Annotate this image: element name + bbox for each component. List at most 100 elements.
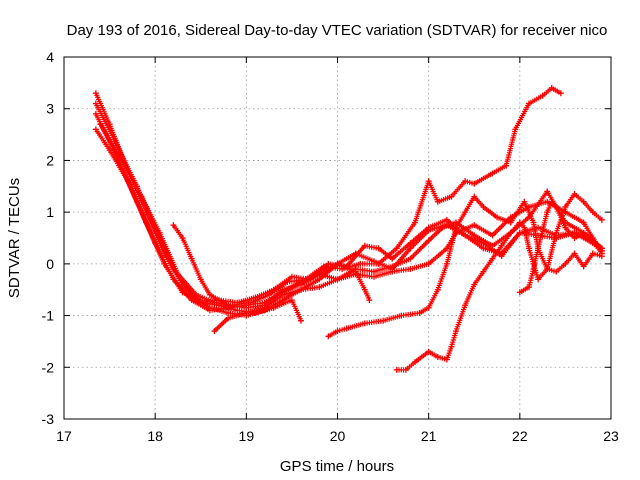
data-point: [138, 193, 145, 200]
data-point: [211, 328, 218, 335]
data-point: [507, 219, 514, 226]
data-point: [352, 268, 359, 275]
data-point: [448, 193, 455, 200]
data-point: [343, 325, 350, 332]
series-2: [92, 100, 605, 319]
data-point: [598, 216, 605, 223]
data-point: [179, 289, 186, 296]
data-point: [279, 297, 286, 304]
data-point: [97, 121, 104, 128]
data-point: [544, 188, 551, 195]
data-point: [92, 100, 99, 107]
data-point: [443, 356, 450, 363]
data-point: [521, 224, 528, 231]
data-point: [598, 253, 605, 260]
data-point: [411, 219, 418, 226]
data-point: [489, 232, 496, 239]
data-point: [316, 284, 323, 291]
data-point: [370, 273, 377, 280]
data-point: [434, 353, 441, 360]
data-point: [143, 219, 150, 226]
data-point: [453, 328, 460, 335]
data-point: [156, 229, 163, 236]
data-point: [425, 260, 432, 267]
data-point: [562, 203, 569, 210]
data-point: [407, 255, 414, 262]
data-point: [548, 198, 555, 205]
data-point: [453, 224, 460, 231]
y-axis-label: SDTVAR / TECUs: [6, 178, 23, 298]
data-point: [571, 235, 578, 241]
data-point: [370, 268, 377, 275]
data-point: [553, 268, 560, 275]
data-point: [516, 219, 523, 226]
data-point: [243, 304, 250, 311]
data-point: [334, 328, 341, 335]
data-point: [553, 229, 560, 236]
data-point: [407, 245, 414, 252]
data-point: [448, 343, 455, 350]
data-point: [389, 255, 396, 262]
data-point: [298, 281, 305, 288]
data-point: [92, 90, 99, 97]
data-point: [316, 271, 323, 278]
data-point: [370, 258, 377, 265]
series-6: [170, 222, 373, 311]
data-point: [434, 198, 441, 205]
data-point: [471, 281, 478, 288]
data-point: [525, 284, 532, 291]
data-point: [416, 309, 423, 316]
data-point: [366, 297, 373, 304]
data-point: [288, 297, 295, 304]
data-point: [544, 266, 551, 273]
data-point: [425, 348, 432, 355]
data-point: [389, 266, 396, 273]
data-point: [179, 235, 186, 241]
data-point: [535, 276, 542, 283]
data-point: [530, 266, 537, 273]
chart-title: Day 193 of 2016, Sidereal Day-to-day VTE…: [67, 22, 608, 39]
data-point: [589, 237, 596, 244]
data-point: [270, 286, 277, 293]
data-point: [525, 100, 532, 107]
data-point: [562, 224, 569, 231]
data-point: [521, 198, 528, 205]
data-point: [544, 209, 551, 216]
data-point: [443, 222, 450, 229]
data-point: [279, 291, 286, 298]
data-point: [535, 245, 542, 252]
series-10: [516, 198, 605, 296]
data-point: [197, 299, 204, 306]
y-tick-label: 3: [46, 101, 54, 117]
data-point: [325, 260, 332, 267]
data-point: [539, 92, 546, 99]
data-point: [316, 276, 323, 283]
data-point: [411, 359, 418, 366]
data-point: [361, 286, 368, 293]
data-point: [361, 242, 368, 249]
data-point: [480, 240, 487, 247]
data-point: [480, 203, 487, 210]
data-point: [471, 232, 478, 239]
y-tick-label: -3: [42, 411, 55, 427]
y-tick-label: -1: [42, 308, 55, 324]
data-point: [553, 203, 560, 210]
y-tick-label: 2: [46, 152, 54, 168]
data-point: [489, 255, 496, 262]
data-point: [498, 253, 505, 260]
data-point: [425, 227, 432, 234]
data-point: [288, 273, 295, 280]
x-tick-label: 20: [330, 428, 346, 444]
data-point: [516, 229, 523, 236]
data-point: [516, 289, 523, 296]
data-point: [261, 304, 268, 311]
data-point: [580, 219, 587, 226]
x-tick-label: 17: [56, 428, 72, 444]
data-point: [243, 309, 250, 316]
data-point: [197, 276, 204, 283]
x-tick-label: 23: [603, 428, 619, 444]
y-tick-label: 1: [46, 204, 54, 220]
data-point: [525, 245, 532, 252]
